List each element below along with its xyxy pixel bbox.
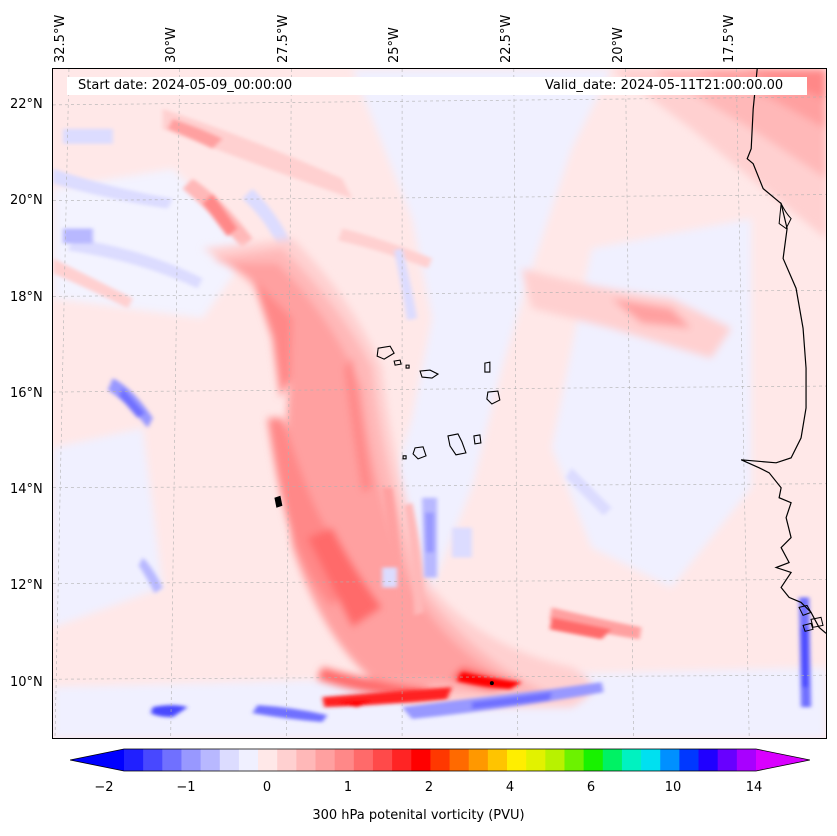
colorbar-segment bbox=[679, 749, 700, 771]
colorbar-segment bbox=[296, 749, 317, 771]
lat-label-16n: 16°N bbox=[10, 386, 43, 401]
cb-tick-neg1: −1 bbox=[176, 780, 196, 795]
cape-verde-islands bbox=[376, 345, 501, 460]
lon-label-32-5w: 32.5°W bbox=[53, 14, 68, 63]
colorbar-segment bbox=[162, 749, 182, 771]
colorbar-label: 300 hPa potenital vorticity (PVU) bbox=[312, 808, 525, 823]
colorbar-segment bbox=[277, 749, 297, 771]
lat-label-18n: 18°N bbox=[10, 290, 43, 305]
colorbar-segment bbox=[353, 749, 374, 771]
colorbar-segment bbox=[583, 749, 604, 771]
map-gridlines bbox=[53, 69, 826, 738]
lon-label-25w: 25°W bbox=[387, 27, 402, 63]
colorbar-segment bbox=[143, 749, 163, 771]
colorbar-segment bbox=[545, 749, 565, 771]
colorbar bbox=[70, 748, 810, 772]
colorbar-extend-min bbox=[70, 749, 124, 771]
near-zero-regions bbox=[53, 69, 826, 738]
colorbar-segment bbox=[621, 749, 642, 771]
colorbar-segment bbox=[315, 749, 336, 771]
dark-blob-2 bbox=[489, 681, 494, 686]
lat-label-20n: 20°N bbox=[10, 193, 43, 208]
lon-label-22-5w: 22.5°W bbox=[499, 14, 514, 63]
colorbar-segment bbox=[219, 749, 240, 771]
colorbar-segment bbox=[717, 749, 738, 771]
lon-label-27-5w: 27.5°W bbox=[276, 14, 291, 63]
lat-label-22n: 22°N bbox=[10, 97, 43, 112]
dark-blob-1 bbox=[274, 495, 283, 508]
colorbar-segment bbox=[238, 749, 259, 771]
colorbar-extend-max bbox=[756, 749, 810, 771]
colorbar-segment bbox=[181, 749, 202, 771]
colorbar-segment bbox=[526, 749, 546, 771]
cb-tick-1: 1 bbox=[343, 780, 353, 795]
cb-tick-10: 10 bbox=[664, 780, 682, 795]
header-band bbox=[67, 77, 807, 95]
cb-tick-6: 6 bbox=[586, 780, 596, 795]
colorbar-segment bbox=[430, 749, 451, 771]
cb-tick-0: 0 bbox=[262, 780, 272, 795]
lon-label-20w: 20°W bbox=[611, 27, 626, 63]
colorbar-segment bbox=[487, 749, 508, 771]
colorbar-segment bbox=[372, 749, 393, 771]
colorbar-segment bbox=[602, 749, 623, 771]
colorbar-segment bbox=[564, 749, 585, 771]
colorbar-outline bbox=[70, 748, 810, 772]
lon-label-17-5w: 17.5°W bbox=[722, 14, 737, 63]
colorbar-segment bbox=[736, 749, 757, 771]
africa-coastline bbox=[740, 69, 826, 634]
colorbar-segment bbox=[507, 749, 527, 771]
start-date-label: Start date: 2024-05-09_00:00:00 bbox=[78, 78, 293, 93]
bijagos-islands bbox=[798, 604, 824, 632]
lat-label-14n: 14°N bbox=[10, 482, 43, 497]
lat-label-12n: 12°N bbox=[10, 578, 43, 593]
colorbar-segment bbox=[698, 749, 719, 771]
colorbar-segment bbox=[449, 749, 470, 771]
pv-streamer bbox=[202, 238, 592, 708]
map-panel bbox=[52, 68, 827, 739]
valid-date-label: Valid_date: 2024-05-11T21:00:00.00 bbox=[545, 78, 784, 93]
pv-field-map bbox=[53, 69, 826, 738]
lat-label-10n: 10°N bbox=[10, 675, 43, 690]
colorbar-segment bbox=[641, 749, 661, 771]
colorbar-segment bbox=[200, 749, 221, 771]
cb-tick-2: 2 bbox=[424, 780, 434, 795]
colorbar-segment bbox=[411, 749, 431, 771]
negative-pv-patches bbox=[62, 128, 812, 723]
colorbar-segment bbox=[392, 749, 412, 771]
lon-label-30w: 30°W bbox=[164, 27, 179, 63]
colorbar-segment bbox=[334, 749, 355, 771]
cb-tick-neg2: −2 bbox=[94, 780, 114, 795]
colorbar-segment bbox=[124, 749, 144, 771]
colorbar-segment bbox=[258, 749, 278, 771]
cb-tick-14: 14 bbox=[745, 780, 763, 795]
cb-tick-4: 4 bbox=[505, 780, 515, 795]
colorbar-segment bbox=[660, 749, 680, 771]
colorbar-segment bbox=[468, 749, 489, 771]
coast-inlet bbox=[778, 201, 792, 230]
